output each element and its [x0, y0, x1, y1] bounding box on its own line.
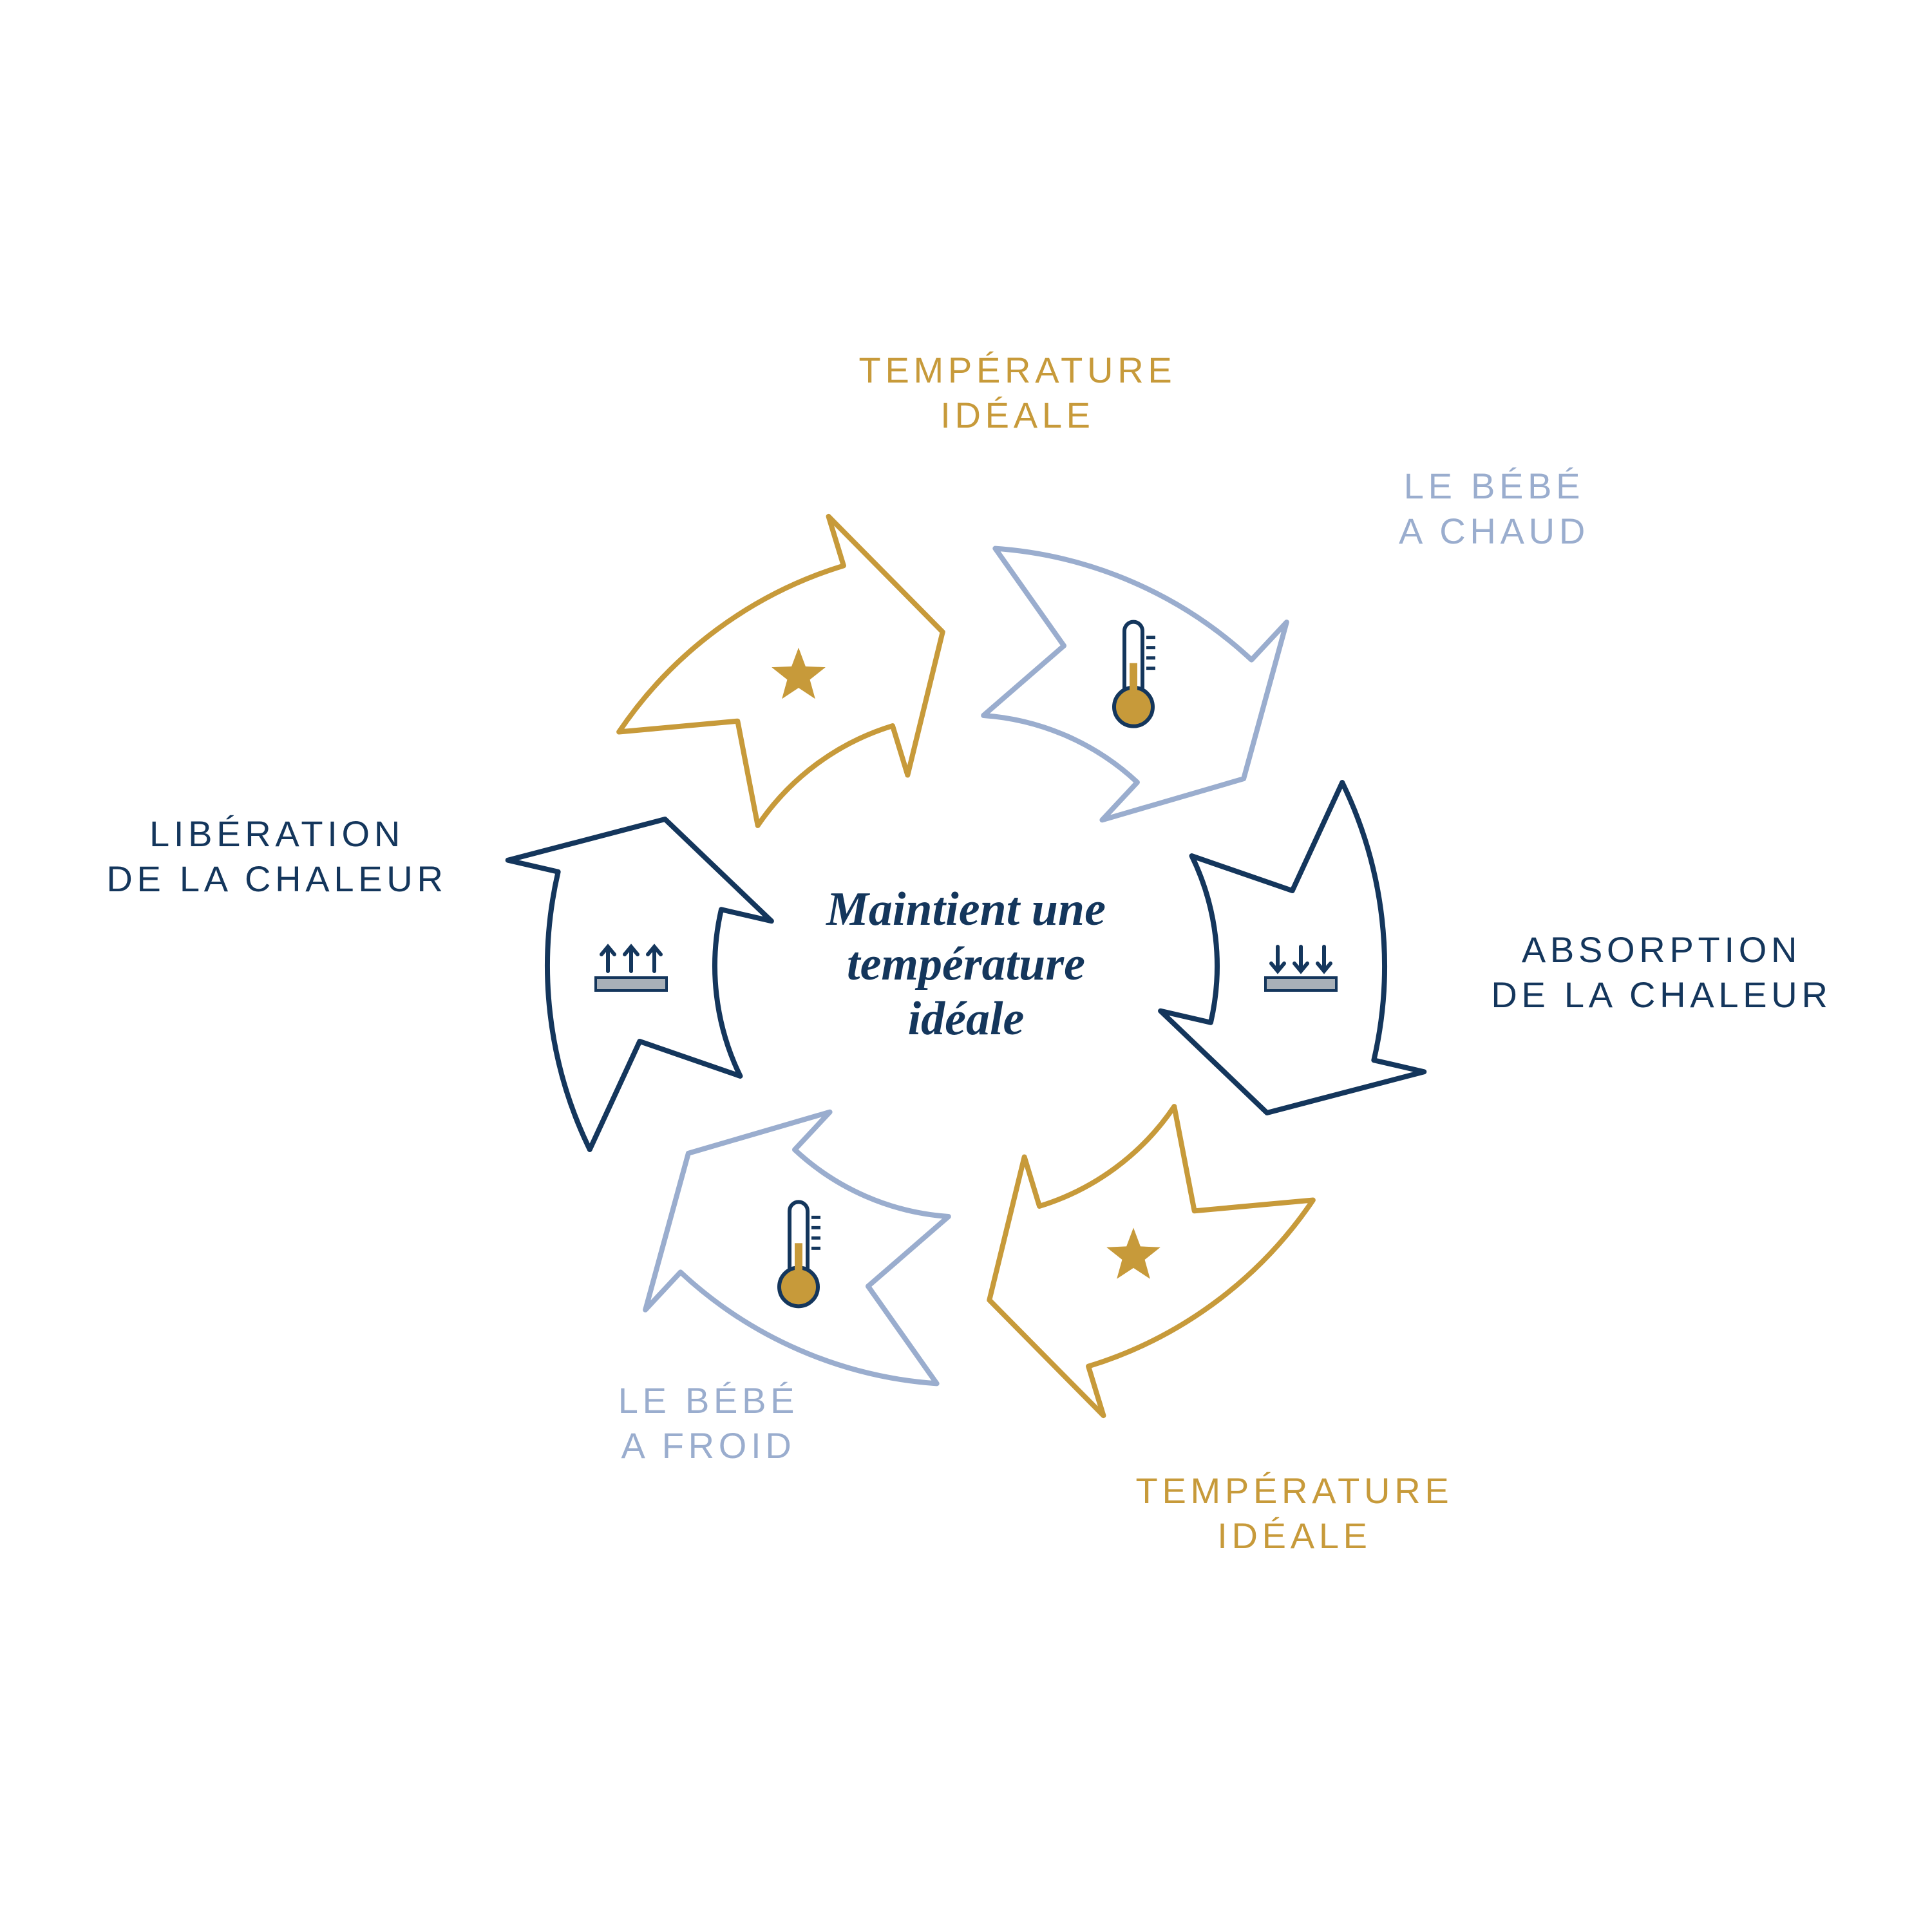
- label-baby-cold: LE BÉBÉ A FROID: [541, 1378, 876, 1468]
- label-ideal-bottom: TEMPÉRATURE IDÉALE: [1101, 1468, 1488, 1558]
- heat-release-icon: [596, 947, 667, 990]
- arrow-heat-absorb: [1160, 782, 1424, 1113]
- center-line-2: température: [734, 937, 1198, 992]
- center-line-1: Maintient une: [734, 882, 1198, 937]
- label-heat-absorb: ABSORPTION DE LA CHALEUR: [1443, 927, 1880, 1018]
- center-title: Maintient une température idéale: [734, 882, 1198, 1046]
- label-ideal-top: TEMPÉRATURE IDÉALE: [824, 348, 1211, 438]
- center-line-3: idéale: [734, 992, 1198, 1046]
- heat-absorb-icon: [1265, 947, 1336, 990]
- label-heat-release: LIBÉRATION DE LA CHALEUR: [58, 811, 496, 902]
- label-baby-hot: LE BÉBÉ A CHAUD: [1327, 464, 1662, 554]
- arrow-ideal-bottom: [989, 1106, 1313, 1416]
- temperature-cycle-diagram: { "diagram": { "type": "infographic", "b…: [0, 0, 1932, 1932]
